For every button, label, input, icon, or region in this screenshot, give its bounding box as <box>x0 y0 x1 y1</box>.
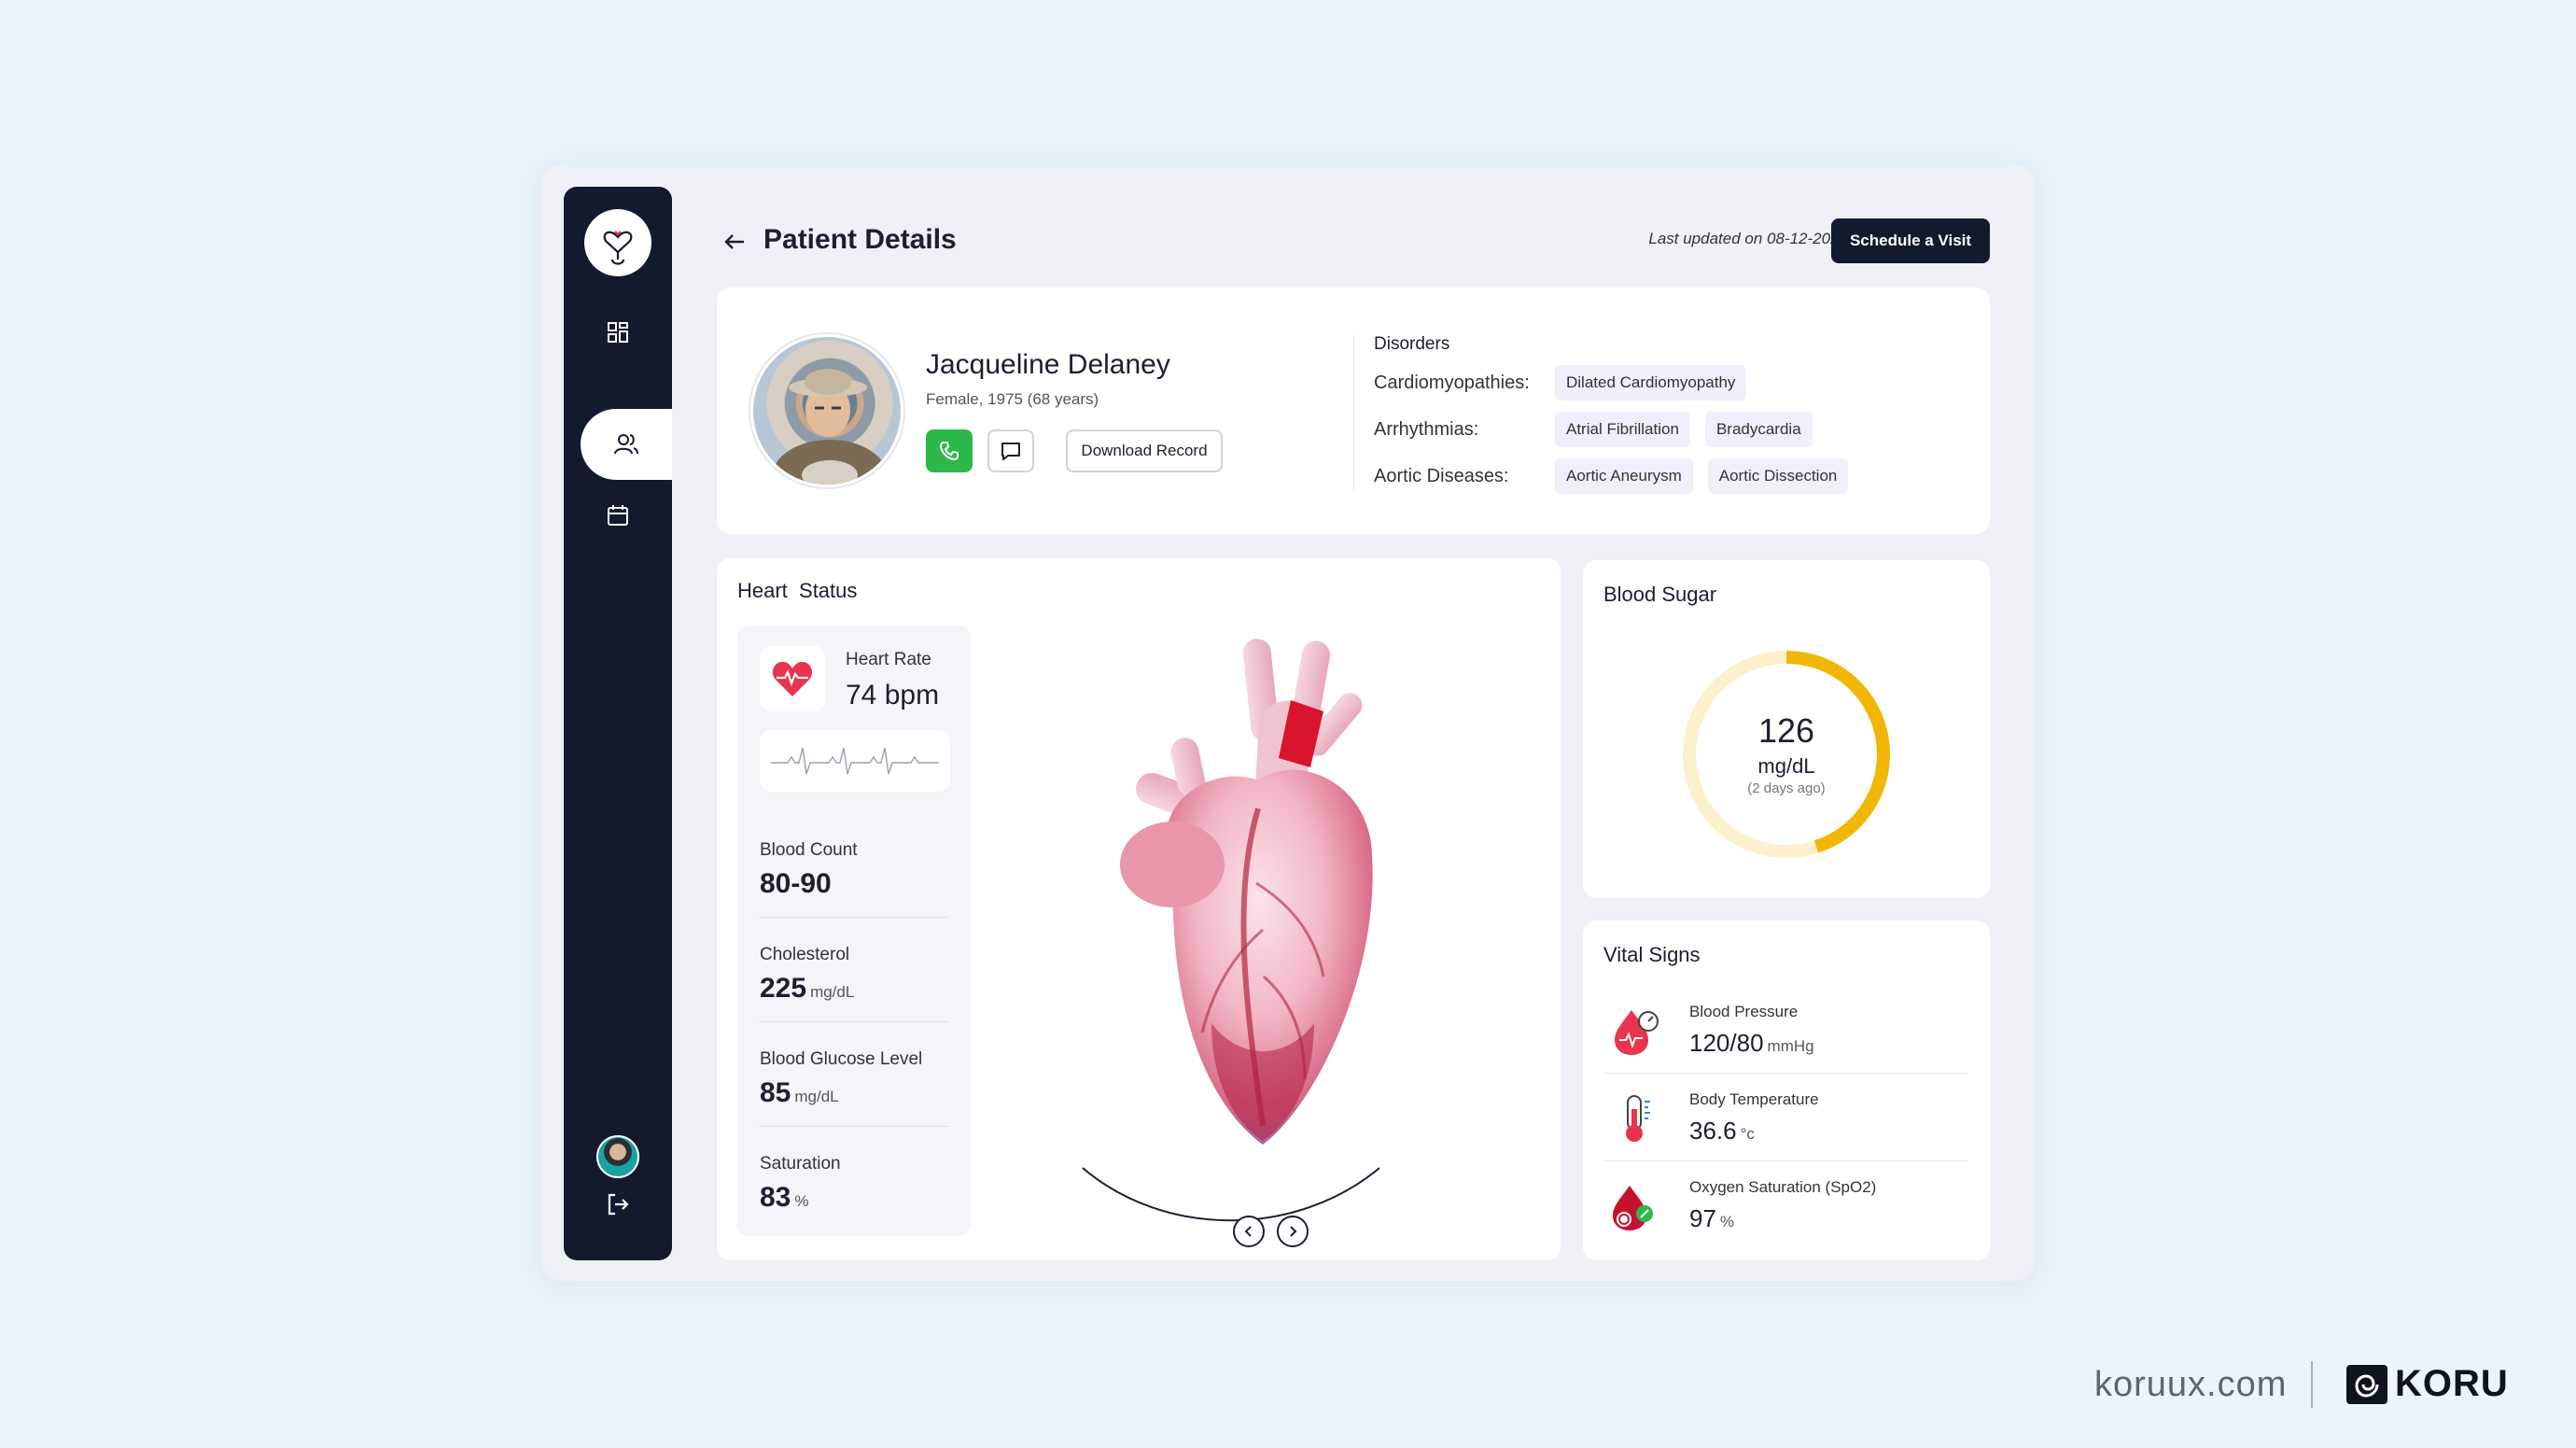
heart-rate-icon <box>760 646 825 711</box>
phone-icon <box>939 442 959 461</box>
calendar-icon <box>608 505 628 526</box>
disorder-row-cardiomyopathies: Cardiomyopathies: Dilated Cardiomyopathy <box>1374 364 1761 401</box>
disorder-tag: Aortic Aneurysm <box>1555 458 1693 494</box>
blood-sugar-card: Blood Sugar 126 mg/dL (2 days ago) <box>1583 560 1990 898</box>
vital-unit: % <box>1719 1213 1735 1230</box>
koru-logo-icon <box>2346 1365 2387 1404</box>
stat-unit: mg/dL <box>810 983 855 1001</box>
chat-icon <box>1001 443 1020 460</box>
vital-signs-title: Vital Signs <box>1603 943 1701 966</box>
app-window: Patient Details Last updated on 08-12-20… <box>541 164 2035 1281</box>
stat-label: Saturation <box>760 1154 841 1174</box>
blood-sugar-title: Blood Sugar <box>1603 583 1717 606</box>
grid-icon <box>608 322 628 343</box>
sidebar-item-patients[interactable] <box>581 409 672 480</box>
sidebar-item-calendar[interactable] <box>564 480 672 551</box>
heart-stats-panel: Heart Rate 74 bpm Blood Count 80-90 Chol… <box>737 626 971 1236</box>
previous-view-button[interactable] <box>1233 1216 1265 1247</box>
brand-website[interactable]: koruux.com <box>2094 1365 2288 1404</box>
stat-label: Blood Count <box>760 840 858 860</box>
logout-icon <box>608 1193 629 1216</box>
stat-cholesterol: Cholesterol 225 mg/dL <box>760 945 948 1022</box>
app-logo[interactable] <box>584 209 651 276</box>
disorder-row-arrhythmias: Arrhythmias: Atrial Fibrillation Bradyca… <box>1374 411 1827 448</box>
blood-sugar-gauge <box>1683 651 1890 858</box>
patient-demographics: Female, 1975 (68 years) <box>926 390 1099 408</box>
heart-3d-illustration <box>1082 639 1380 1222</box>
blood-sugar-unit: mg/dL <box>1757 754 1815 778</box>
stat-value: 80-90 <box>760 868 832 899</box>
disorder-label: Arrhythmias: <box>1374 418 1479 440</box>
disorder-tag: Atrial Fibrillation <box>1555 412 1690 447</box>
stat-unit: % <box>794 1192 809 1210</box>
vital-signs-card: Vital Signs Blood Pressure 120/80 mmHg Bo… <box>1583 921 1990 1260</box>
stat-saturation: Saturation 83% <box>760 1154 948 1230</box>
thermometer-icon <box>1626 1095 1650 1142</box>
disorder-row-aortic-diseases: Aortic Diseases: Aortic Aneurysm Aortic … <box>1374 457 1863 495</box>
vital-label: Blood Pressure <box>1689 1003 1799 1020</box>
brand-name: KORU <box>2395 1363 2509 1404</box>
stat-value: 83 <box>760 1182 791 1213</box>
disorder-tag: Aortic Dissection <box>1707 458 1849 494</box>
schedule-visit-button[interactable]: Schedule a Visit <box>1831 218 1990 263</box>
chevron-right-icon <box>1290 1226 1297 1237</box>
disorder-tag: Dilated Cardiomyopathy <box>1555 365 1747 401</box>
call-button[interactable] <box>926 429 973 472</box>
disorder-tag: Bradycardia <box>1704 412 1813 447</box>
message-button[interactable] <box>987 429 1034 472</box>
vital-label: Body Temperature <box>1689 1090 1819 1108</box>
ecg-graph <box>760 730 950 792</box>
patient-photo <box>750 334 903 487</box>
vital-row-blood-pressure: Blood Pressure 120/80 mmHg <box>1603 988 1967 1074</box>
heart-rate-value: 74 bpm <box>846 680 940 710</box>
stat-value: 225 <box>760 973 807 1004</box>
disorders-title: Disorders <box>1374 334 1450 354</box>
blood-sugar-time: (2 days ago) <box>1747 780 1826 796</box>
brand-divider <box>2311 1361 2313 1408</box>
page-title: Patient Details <box>763 224 957 255</box>
vital-value: 36.6 <box>1689 1117 1737 1145</box>
heart-status-title: Heart Status <box>737 579 858 602</box>
last-updated-text: Last updated on 08-12-2023 <box>1648 230 1848 247</box>
download-record-button[interactable]: Download Record <box>1066 429 1223 472</box>
users-icon <box>614 434 638 455</box>
blood-drop-gauge-icon <box>1615 1010 1659 1055</box>
back-button[interactable] <box>719 226 750 258</box>
heart-rate-label: Heart Rate <box>846 650 931 669</box>
chevron-left-icon <box>1244 1226 1252 1237</box>
vital-row-body-temperature: Body Temperature 36.6 °c <box>1603 1075 1967 1161</box>
patient-profile-card: Jacqueline Delaney Female, 1975 (68 year… <box>717 288 1990 534</box>
heart-stethoscope-icon <box>603 231 633 265</box>
vital-value: 120/80 <box>1689 1029 1764 1057</box>
vital-unit: mmHg <box>1767 1037 1814 1055</box>
vital-unit: °c <box>1740 1125 1755 1143</box>
vital-row-oxygen-saturation: Oxygen Saturation (SpO2) 97% <box>1603 1163 1967 1249</box>
vital-value: 97 <box>1689 1204 1716 1232</box>
gauge-fill <box>1683 651 1890 858</box>
heart-status-card: Heart Status Heart Rate 74 bpm Blood Cou… <box>717 558 1561 1260</box>
stat-unit: mg/dL <box>794 1088 839 1105</box>
user-avatar[interactable] <box>596 1135 639 1178</box>
disorder-label: Aortic Diseases: <box>1374 465 1509 486</box>
sidebar <box>564 187 672 1260</box>
ecg-line-icon <box>771 747 939 775</box>
vital-label: Oxygen Saturation (SpO2) <box>1689 1178 1877 1196</box>
sidebar-item-dashboard[interactable] <box>564 297 672 368</box>
blood-sugar-value: 126 <box>1757 711 1815 750</box>
disorder-label: Cardiomyopathies: <box>1374 372 1530 393</box>
next-view-button[interactable] <box>1277 1216 1309 1247</box>
oxygen-drop-icon <box>1613 1186 1653 1230</box>
arrow-left-icon <box>724 234 744 249</box>
stat-blood-count: Blood Count 80-90 <box>760 840 948 918</box>
stat-label: Cholesterol <box>760 945 850 964</box>
stat-value: 85 <box>760 1077 791 1108</box>
logout-button[interactable] <box>601 1188 635 1221</box>
patient-name: Jacqueline Delaney <box>926 349 1170 380</box>
stat-label: Blood Glucose Level <box>760 1049 923 1069</box>
stat-blood-glucose: Blood Glucose Level 85 mg/dL <box>760 1049 948 1127</box>
divider <box>1353 332 1354 491</box>
